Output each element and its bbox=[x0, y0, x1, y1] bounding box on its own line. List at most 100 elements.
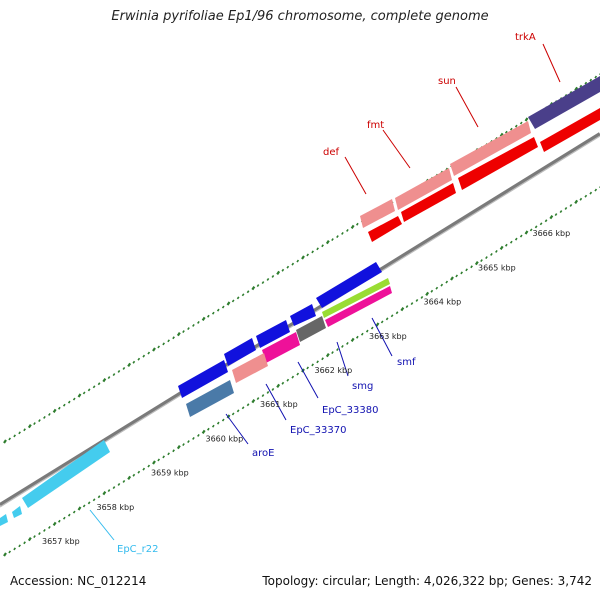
label-aroE: aroE bbox=[252, 448, 274, 459]
scale-tick bbox=[350, 337, 355, 342]
scale-tick bbox=[231, 412, 235, 416]
scale-tick bbox=[495, 249, 498, 253]
scale-tick bbox=[33, 535, 36, 539]
scale-tick bbox=[261, 281, 265, 284]
scale-tick bbox=[286, 265, 290, 269]
gene-aroE-cds[interactable] bbox=[232, 353, 268, 383]
scale-tick bbox=[435, 286, 439, 290]
scale-tick bbox=[341, 345, 344, 348]
scale-tick bbox=[539, 222, 543, 226]
gene-fmt[interactable] bbox=[401, 183, 456, 222]
scale-tick bbox=[102, 378, 107, 383]
scale-tick bbox=[336, 348, 339, 351]
scale-tick bbox=[33, 422, 36, 426]
scale-tick bbox=[221, 418, 225, 422]
scale-tick bbox=[162, 455, 165, 459]
scale-tick bbox=[415, 299, 419, 302]
gene-aroE[interactable] bbox=[186, 380, 234, 417]
gene-sun[interactable] bbox=[458, 137, 538, 190]
scale-tick bbox=[529, 228, 533, 232]
scale-tick bbox=[162, 342, 165, 346]
scale-tick bbox=[197, 320, 200, 324]
scale-tick bbox=[380, 320, 384, 324]
scale-tick bbox=[97, 495, 101, 499]
scale-tick bbox=[316, 247, 319, 251]
scale-tick bbox=[13, 434, 16, 438]
gene-EpC_r22[interactable] bbox=[22, 440, 110, 508]
scale-tick bbox=[261, 394, 265, 397]
scale-tick bbox=[246, 290, 250, 294]
scale-tick bbox=[102, 491, 107, 496]
kbp-tick-label: 3659 kbp bbox=[151, 469, 189, 478]
scale-tick bbox=[579, 84, 583, 88]
gene-def[interactable] bbox=[368, 216, 402, 242]
label-def: def bbox=[323, 147, 340, 158]
gene-def-cds[interactable] bbox=[360, 199, 395, 228]
scale-tick bbox=[509, 127, 513, 131]
scale-tick bbox=[534, 225, 538, 229]
scale-tick bbox=[192, 437, 195, 440]
scale-tick bbox=[211, 311, 215, 315]
gene-EpC_33380[interactable] bbox=[296, 316, 326, 342]
gene-blue-4[interactable] bbox=[224, 338, 256, 366]
scale-tick bbox=[499, 132, 504, 137]
scale-tick bbox=[589, 78, 593, 82]
gene-cyan-small-1[interactable] bbox=[12, 506, 22, 518]
scale-tick bbox=[331, 351, 334, 355]
gene-blue-3[interactable] bbox=[256, 320, 290, 348]
gene-EpC_33370[interactable] bbox=[262, 332, 300, 363]
scale-tick bbox=[231, 299, 235, 303]
scale-tick bbox=[176, 332, 181, 337]
kbp-tick-label: 3661 kbp bbox=[260, 400, 298, 409]
scale-tick bbox=[157, 458, 161, 462]
scale-tick bbox=[72, 510, 76, 514]
scale-tick bbox=[504, 130, 508, 134]
genome-stats: Topology: circular; Length: 4,026,322 bp… bbox=[262, 574, 592, 588]
scale-tick bbox=[519, 121, 523, 125]
scale-tick bbox=[490, 253, 493, 256]
scale-tick bbox=[167, 452, 170, 456]
gene-cyan-small-2[interactable] bbox=[0, 514, 8, 526]
gene-blue-5[interactable] bbox=[178, 360, 228, 398]
scale-tick bbox=[450, 276, 454, 281]
gene-fmt-cds[interactable] bbox=[395, 168, 452, 210]
scale-tick bbox=[589, 191, 593, 195]
label-smf: smf bbox=[397, 357, 416, 368]
scale-tick bbox=[549, 215, 554, 220]
scale-tick bbox=[455, 274, 459, 278]
scale-tick bbox=[346, 341, 349, 345]
label-fmt: fmt bbox=[367, 120, 384, 131]
gene-extra-red[interactable] bbox=[540, 108, 600, 152]
scale-tick bbox=[87, 501, 91, 505]
scale-tick bbox=[67, 400, 71, 404]
scale-tick bbox=[584, 81, 588, 85]
gene-smf[interactable] bbox=[322, 278, 390, 318]
scale-tick bbox=[201, 429, 206, 434]
scale-tick bbox=[241, 406, 245, 410]
gene-sun-cds[interactable] bbox=[450, 121, 531, 176]
scale-tick bbox=[440, 283, 444, 287]
scale-tick bbox=[306, 253, 310, 257]
scale-tick bbox=[23, 428, 26, 432]
scale-tick bbox=[241, 293, 245, 297]
gene-smg[interactable] bbox=[325, 286, 392, 327]
scale-tick bbox=[187, 327, 190, 330]
scale-tick bbox=[559, 210, 563, 213]
scale-tick bbox=[221, 305, 225, 309]
gene-blue-1[interactable] bbox=[316, 262, 382, 308]
scale-tick bbox=[127, 475, 132, 480]
scale-tick bbox=[301, 255, 305, 260]
scale-tick bbox=[8, 437, 12, 441]
kbp-tick-label: 3666 kbp bbox=[533, 229, 571, 238]
label-EpC_r22: EpC_r22 bbox=[117, 544, 158, 555]
gene-trkA[interactable] bbox=[528, 76, 600, 129]
scale-tick bbox=[3, 439, 7, 444]
kbp-tick-label: 3660 kbp bbox=[206, 434, 244, 443]
label-trkA: trkA bbox=[515, 32, 536, 43]
scale-tick bbox=[152, 347, 156, 352]
scale-tick bbox=[38, 532, 41, 535]
gene-blue-2[interactable] bbox=[290, 304, 316, 326]
scale-tick bbox=[360, 332, 364, 336]
scale-tick bbox=[276, 270, 281, 275]
